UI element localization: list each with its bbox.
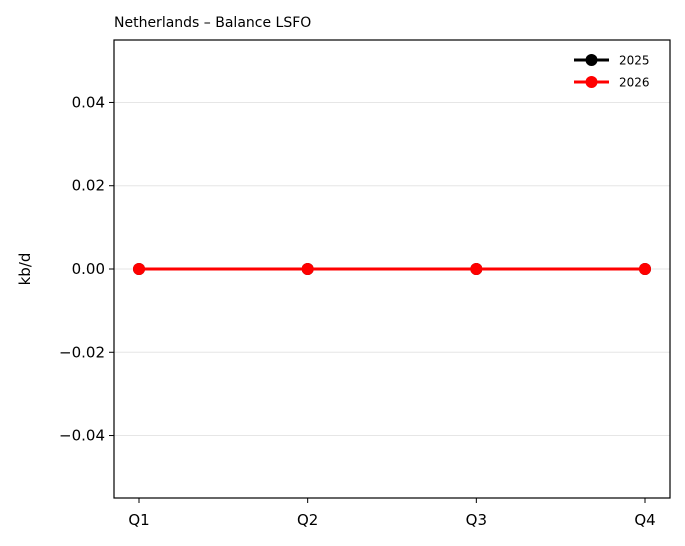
y-tick-label: 0.02 [72,177,105,195]
y-axis-label: kb/d [16,253,34,286]
series-2026 [133,263,651,275]
x-tick-label: Q3 [466,511,487,529]
x-tick-label: Q1 [128,511,149,529]
data-point [639,263,651,275]
data-point [470,263,483,275]
x-tick-label: Q4 [634,511,655,529]
chart-title: Netherlands – Balance LSFO [114,15,311,31]
x-axis: Q1 Q2 Q3 Q4 [128,498,656,529]
legend-item: 2026 [574,76,650,90]
legend-label: 2025 [619,54,650,68]
y-tick-label: 0.04 [72,93,105,111]
y-axis: 0.04 0.02 0.00 −0.02 −0.04 [59,93,114,445]
legend: 2025 2026 [574,54,650,90]
legend-label: 2026 [619,76,650,90]
x-tick-label: Q2 [297,511,318,529]
legend-swatch-marker [585,76,598,88]
legend-swatch-marker [585,54,598,66]
data-point [301,263,314,275]
y-tick-label: −0.04 [59,427,105,445]
data-point [133,263,145,275]
series-layer [133,263,651,275]
y-tick-label: −0.02 [59,343,105,361]
legend-item: 2025 [574,54,650,68]
y-tick-label: 0.00 [72,260,105,278]
